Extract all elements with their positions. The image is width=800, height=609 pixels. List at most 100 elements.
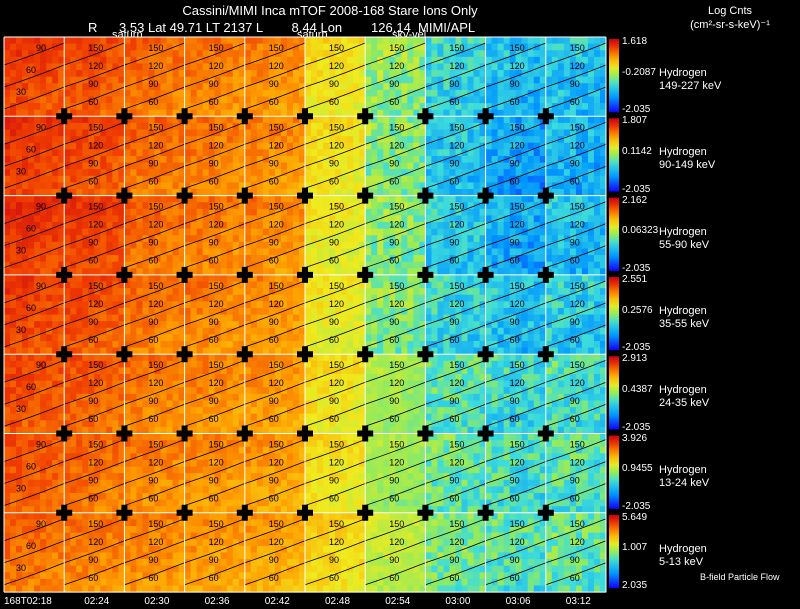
pixel: [40, 321, 47, 329]
contour-line: [545, 165, 607, 189]
pixel: [587, 169, 595, 177]
pixel: [190, 162, 198, 170]
pixel: [286, 347, 294, 355]
pixel: [545, 235, 553, 243]
pixel: [130, 122, 137, 130]
pixel: [232, 155, 240, 163]
pixel: [509, 327, 517, 335]
pixel: [485, 202, 493, 210]
pixel: [467, 175, 474, 183]
pixel: [329, 195, 336, 203]
pixel: [16, 116, 23, 124]
pixel: [305, 188, 312, 196]
pixel: [196, 63, 204, 71]
pixel: [395, 162, 402, 170]
pixel: [449, 327, 456, 335]
pixel: [431, 261, 438, 269]
pixel: [419, 142, 426, 150]
pixel: [196, 96, 204, 104]
pixel: [449, 142, 456, 150]
contour-label: 90: [209, 79, 219, 89]
pixel: [311, 89, 318, 97]
pixel: [202, 63, 210, 71]
pixel: [401, 208, 408, 216]
pixel: [166, 347, 173, 355]
pixel: [262, 96, 270, 104]
pixel: [202, 122, 210, 130]
pixel: [443, 162, 450, 170]
pixel: [202, 347, 210, 355]
pixel: [557, 149, 565, 157]
pixel: [509, 241, 517, 249]
pixel: [353, 301, 360, 309]
pixel: [377, 188, 384, 196]
pixel: [365, 248, 372, 256]
pixel: [118, 202, 125, 210]
pixel: [220, 70, 228, 78]
contour-label: 90: [209, 317, 219, 327]
pixel: [130, 327, 137, 335]
pixel: [593, 56, 601, 64]
pixel: [88, 261, 95, 269]
pixel: [52, 116, 59, 124]
pixel: [16, 268, 23, 276]
pixel: [443, 76, 450, 84]
pixel: [214, 301, 222, 309]
pixel: [112, 274, 119, 282]
pixel: [311, 208, 318, 216]
pixel: [443, 56, 450, 64]
pixel: [292, 116, 300, 124]
pixel: [341, 334, 348, 342]
pixel: [455, 182, 462, 190]
pixel: [280, 334, 288, 342]
pixel: [184, 76, 192, 84]
pixel: [545, 228, 553, 236]
pixel: [94, 188, 101, 196]
pixel: [22, 347, 29, 355]
pixel: [244, 43, 252, 51]
pixel: [371, 169, 378, 177]
pixel: [479, 129, 486, 137]
pixel: [46, 268, 53, 276]
pixel: [22, 222, 29, 230]
pixel: [383, 175, 390, 183]
pixel: [166, 37, 173, 45]
pixel: [335, 142, 342, 150]
pixel: [70, 228, 77, 236]
pixel: [208, 288, 216, 296]
pixel: [371, 208, 378, 216]
pixel: [365, 109, 372, 117]
pixel: [208, 208, 216, 216]
contour-line: [304, 42, 366, 66]
pixel: [371, 288, 378, 296]
pixel: [136, 334, 143, 342]
pixel: [389, 142, 396, 150]
pixel: [407, 340, 414, 348]
pixel: [557, 83, 565, 91]
pixel: [280, 76, 288, 84]
pixel: [491, 261, 499, 269]
contour-label: 90: [269, 158, 279, 168]
pixel: [118, 122, 125, 130]
pixel: [148, 268, 155, 276]
pixel: [353, 116, 360, 124]
pixel: [563, 76, 571, 84]
pixel: [292, 142, 300, 150]
pixel: [359, 281, 366, 289]
pixel: [190, 215, 198, 223]
pixel: [353, 109, 360, 117]
pixel: [479, 149, 486, 157]
pixel: [4, 268, 11, 276]
pixel: [563, 142, 571, 150]
pixel: [64, 182, 71, 190]
pixel: [190, 149, 198, 157]
pixel: [226, 136, 234, 144]
pixel: [274, 241, 282, 249]
pixel: [395, 347, 402, 355]
contour-label: 120: [209, 220, 224, 230]
pixel: [28, 222, 35, 230]
pixel: [455, 89, 462, 97]
pixel: [491, 334, 499, 342]
pixel: [329, 175, 336, 183]
pixel: [184, 215, 192, 223]
